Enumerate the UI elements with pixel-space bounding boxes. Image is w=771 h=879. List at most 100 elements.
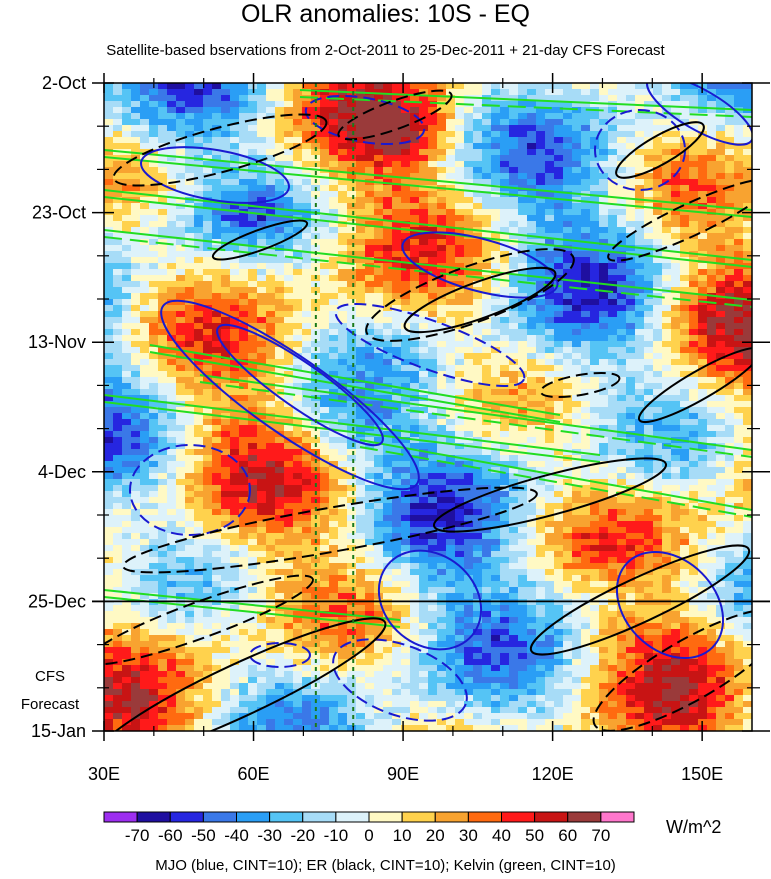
anomaly-cell [554,263,564,270]
anomaly-cell [374,443,384,450]
anomaly-cell [545,227,555,234]
anomaly-cell [365,161,375,168]
anomaly-cell [239,215,249,222]
anomaly-cell [158,437,168,444]
anomaly-cell [455,305,465,312]
anomaly-cell [149,449,159,456]
anomaly-cell [644,425,654,432]
anomaly-cell [545,413,555,420]
anomaly-cell [635,467,645,474]
anomaly-cell [293,335,303,342]
anomaly-cell [491,293,501,300]
anomaly-cell [185,425,195,432]
anomaly-cell [644,119,654,126]
anomaly-cell [527,455,537,462]
anomaly-cell [599,407,609,414]
anomaly-cell [545,467,555,474]
anomaly-cell [392,335,402,342]
anomaly-cell [284,413,294,420]
anomaly-cell [536,101,546,108]
anomaly-cell [131,479,141,486]
anomaly-cell [365,359,375,366]
anomaly-cell [599,377,609,384]
anomaly-cell [455,317,465,324]
anomaly-cell [707,95,717,102]
anomaly-cell [113,443,123,450]
anomaly-cell [743,371,752,378]
anomaly-cell [455,479,465,486]
anomaly-cell [257,311,267,318]
anomaly-cell [383,299,393,306]
anomaly-cell [347,257,357,264]
anomaly-cell [464,311,474,318]
anomaly-cell [131,107,141,114]
anomaly-cell [104,143,114,150]
anomaly-cell [590,353,600,360]
anomaly-cell [401,425,411,432]
anomaly-cell [725,95,735,102]
anomaly-cell [536,269,546,276]
anomaly-cell [473,353,483,360]
anomaly-cell [437,317,447,324]
anomaly-cell [734,275,744,282]
anomaly-cell [464,479,474,486]
anomaly-cell [743,227,752,234]
anomaly-cell [401,83,411,90]
anomaly-cell [473,179,483,186]
anomaly-cell [338,413,348,420]
anomaly-cell [212,221,222,228]
anomaly-cell [671,83,681,90]
anomaly-cell [383,431,393,438]
anomaly-cell [221,293,231,300]
anomaly-cell [473,365,483,372]
anomaly-cell [734,353,744,360]
anomaly-cell [653,107,663,114]
anomaly-cell [230,299,240,306]
anomaly-cell [599,167,609,174]
anomaly-cell [212,203,222,210]
anomaly-cell [554,137,564,144]
olr-anomaly-field [104,83,752,731]
anomaly-cell [329,83,339,90]
anomaly-cell [311,263,321,270]
anomaly-cell [230,425,240,432]
anomaly-cell [563,257,573,264]
anomaly-cell [491,257,501,264]
anomaly-cell [590,329,600,336]
anomaly-cell [185,485,195,492]
anomaly-cell [743,239,752,246]
anomaly-cell [428,281,438,288]
anomaly-cell [212,143,222,150]
anomaly-cell [275,269,285,276]
anomaly-cell [158,497,168,504]
anomaly-cell [608,419,618,426]
anomaly-cell [257,371,267,378]
anomaly-cell [635,365,645,372]
anomaly-cell [392,167,402,174]
anomaly-cell [689,245,699,252]
anomaly-cell [716,155,726,162]
anomaly-cell [464,137,474,144]
anomaly-cell [140,347,150,354]
anomaly-cell [716,239,726,246]
anomaly-cell [140,371,150,378]
anomaly-cell [230,311,240,318]
anomaly-cell [257,341,267,348]
anomaly-cell [626,95,636,102]
anomaly-cell [122,239,132,246]
anomaly-cell [365,485,375,492]
anomaly-cell [383,143,393,150]
anomaly-cell [320,209,330,216]
anomaly-cell [689,185,699,192]
anomaly-cell [302,233,312,240]
anomaly-cell [356,317,366,324]
anomaly-cell [293,299,303,306]
anomaly-cell [374,119,384,126]
anomaly-cell [734,185,744,192]
anomaly-cell [194,167,204,174]
anomaly-cell [266,461,276,468]
anomaly-cell [590,341,600,348]
anomaly-cell [338,221,348,228]
anomaly-cell [338,371,348,378]
anomaly-cell [455,461,465,468]
